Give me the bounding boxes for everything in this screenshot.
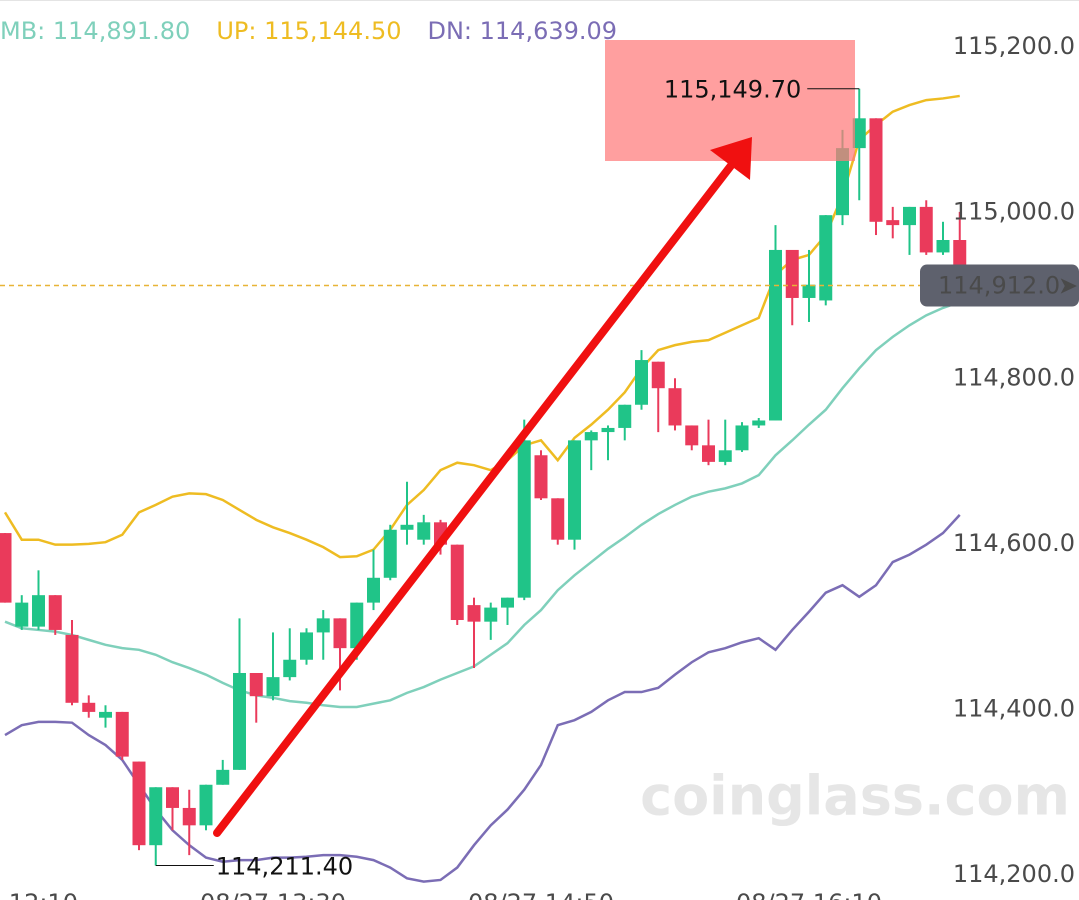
candle-body	[718, 450, 732, 462]
candle-body	[350, 602, 364, 649]
candle-body	[517, 440, 531, 598]
candle-body	[869, 118, 883, 222]
candle-body	[65, 634, 79, 703]
annotation-label: 115,149.70	[664, 76, 801, 104]
candle-body	[266, 677, 280, 697]
y-tick-label: 114,800.0	[953, 363, 1075, 391]
y-tick-label: 115,000.0	[953, 198, 1075, 226]
last-price-arrow: ➤	[1058, 272, 1078, 300]
candle-body	[182, 807, 196, 826]
candle-body	[82, 702, 96, 712]
candle-body	[651, 361, 665, 389]
band-line	[4, 300, 961, 709]
candle-body	[601, 427, 615, 433]
candle-body	[15, 602, 29, 627]
candle-body	[417, 522, 431, 540]
candle-body	[534, 455, 548, 499]
candle-body	[383, 529, 397, 578]
candles	[0, 88, 967, 866]
candle-body	[48, 595, 62, 630]
bands	[3, 94, 961, 883]
band-line	[4, 514, 961, 883]
trend-arrow-head	[710, 137, 752, 180]
candle-body	[769, 249, 782, 421]
candle-body	[668, 388, 682, 426]
candle-body	[936, 240, 950, 253]
y-tick-label: 115,200.0	[953, 32, 1075, 60]
candle-body	[735, 425, 749, 451]
candle-body	[233, 672, 246, 770]
candle-body	[300, 632, 313, 660]
candle-body	[249, 672, 263, 697]
last-price-label: 114,912.0	[938, 272, 1060, 300]
candle-body	[702, 445, 715, 462]
candle-body	[836, 148, 849, 216]
candle-body	[785, 249, 799, 298]
y-tick-label: 114,200.0	[953, 860, 1075, 888]
candle-body	[618, 404, 632, 428]
candle-body	[199, 784, 213, 826]
candle-body	[32, 595, 45, 627]
candle-body	[852, 118, 866, 149]
annotation-label: 114,211.40	[216, 853, 353, 881]
candle-body	[400, 524, 414, 530]
x-tick-label: 08/27 13:30	[200, 889, 346, 900]
candle-body	[132, 761, 146, 846]
highlight-box	[605, 40, 855, 161]
candle-body	[166, 787, 179, 808]
legend-entry: MB: 114,891.80	[0, 17, 190, 45]
candle-body	[584, 432, 598, 441]
candle-body	[919, 206, 933, 253]
candle-body	[367, 577, 380, 603]
y-tick-label: 114,400.0	[953, 694, 1075, 722]
legend-entry: DN: 114,639.09	[427, 17, 617, 45]
candle-body	[115, 711, 129, 757]
candle-body	[501, 597, 514, 608]
candle-body	[903, 206, 916, 226]
candle-body	[886, 220, 900, 226]
overlay: 115,149.70 114,211.40	[0, 76, 920, 881]
last-price-tag	[920, 264, 1079, 307]
y-tick-label: 114,600.0	[953, 529, 1075, 557]
legend-entry: UP: 115,144.50	[216, 17, 401, 45]
candle-body	[333, 618, 347, 649]
candle-body	[551, 498, 565, 540]
candle-body	[316, 618, 330, 633]
candle-body	[99, 711, 112, 718]
x-tick-label: 08/27 16:10	[736, 889, 882, 900]
candle-body	[685, 425, 699, 446]
band-line	[3, 94, 960, 559]
candle-body	[568, 440, 581, 540]
candle-body	[0, 533, 12, 603]
candle-body	[283, 659, 297, 678]
x-tick-label: 08/27 14:50	[468, 889, 614, 900]
candle-body	[467, 605, 481, 622]
legend: MB: 114,891.80 UP: 115,144.50 DN: 114,639.…	[0, 17, 617, 45]
candle-body	[149, 787, 163, 846]
watermark: coinglass.com	[640, 765, 1070, 828]
candle-body	[216, 769, 230, 785]
candle-body	[635, 360, 648, 405]
x-tick-label: 08/27 12:10	[0, 889, 78, 900]
y-axis: 114,200.0 114,400.0 114,600.0 114,800.0 115,…	[0, 32, 1079, 900]
candle-body	[819, 215, 833, 301]
candle-body	[752, 420, 766, 426]
candle-body	[450, 544, 464, 621]
trend-arrow-shaft	[213, 159, 737, 837]
candle-body	[484, 607, 498, 622]
candle-body	[802, 284, 816, 298]
